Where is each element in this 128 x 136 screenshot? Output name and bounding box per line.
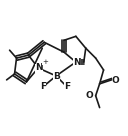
Text: N: N xyxy=(73,58,81,67)
Text: +: + xyxy=(42,59,48,65)
Text: B: B xyxy=(53,72,60,81)
Text: O: O xyxy=(86,91,94,100)
Text: F: F xyxy=(40,82,46,91)
Text: N: N xyxy=(35,64,43,72)
Text: O: O xyxy=(112,76,119,85)
Text: F: F xyxy=(64,82,70,91)
